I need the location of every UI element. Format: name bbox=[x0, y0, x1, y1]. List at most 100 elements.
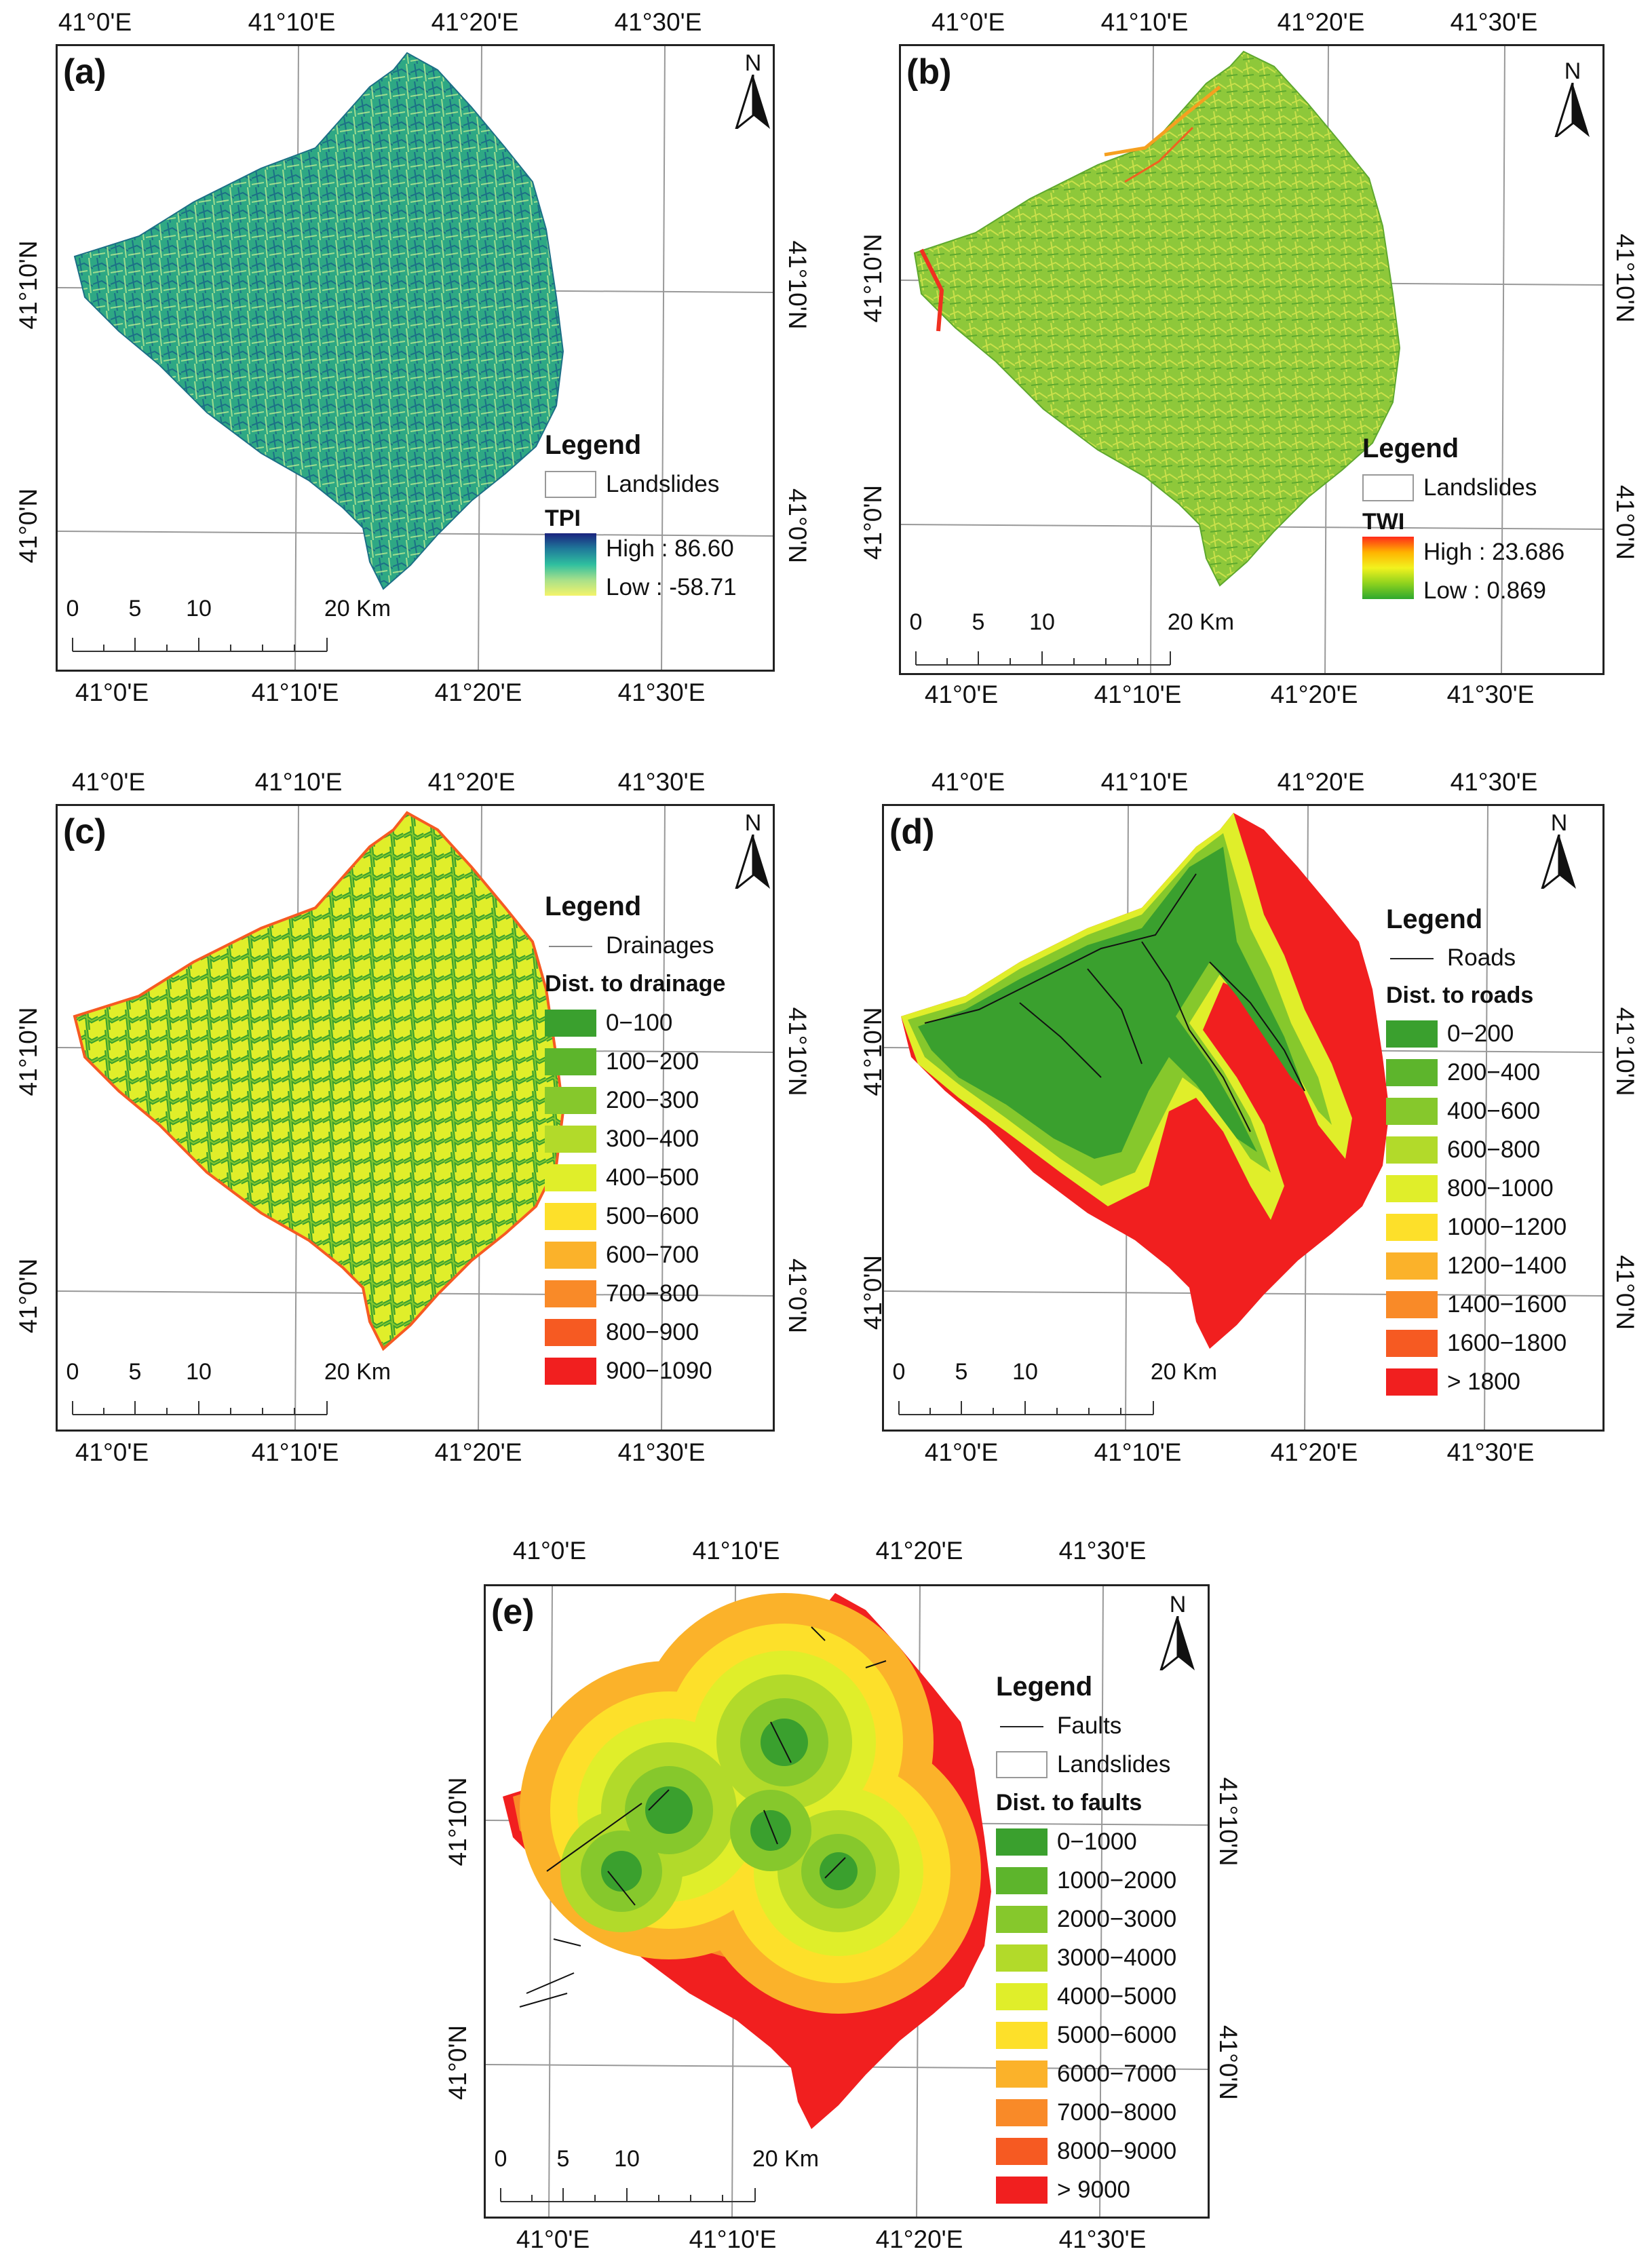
legend-class-title: Dist. to roads bbox=[1386, 982, 1534, 1008]
legend-class-label: 800−900 bbox=[606, 1319, 699, 1345]
lat-label-right: 41°10'N bbox=[1611, 1007, 1639, 1096]
lon-label-bottom: 41°30'E bbox=[617, 678, 706, 706]
lon-label-top: 41°10'E bbox=[1100, 768, 1189, 796]
lon-label-bottom: 41°20'E bbox=[1270, 1438, 1358, 1466]
north-arrow-icon bbox=[734, 74, 770, 132]
legend-class-label: 5000−6000 bbox=[1057, 2022, 1177, 2048]
north-arrow: N bbox=[1154, 1593, 1202, 1674]
scale-tick-label: 0 bbox=[892, 1359, 906, 1385]
legend-class-swatch bbox=[545, 1318, 596, 1346]
lon-label-top: 41°30'E bbox=[617, 768, 706, 796]
scale-tick-label: 0 bbox=[909, 609, 923, 635]
legend-class-row: 0−100 bbox=[545, 1003, 725, 1042]
lat-label-left: 41°10'N bbox=[444, 1777, 472, 1866]
lon-label-top: 41°30'E bbox=[614, 8, 702, 36]
legend-class-row: 0−200 bbox=[1386, 1014, 1567, 1053]
lat-label-right: 41°10'N bbox=[1214, 1777, 1242, 1866]
legend-class-label: 600−800 bbox=[1447, 1136, 1541, 1163]
map-frame: (c) N Legend Drainages Dist. to drainage… bbox=[56, 804, 775, 1432]
legend-class-label: 6000−7000 bbox=[1057, 2060, 1177, 2087]
legend-landslides: Landslides bbox=[606, 471, 720, 497]
lat-label-right: 41°10'N bbox=[784, 1007, 811, 1096]
legend-class-swatch bbox=[996, 2060, 1048, 2088]
lat-label-left: 41°10'N bbox=[14, 240, 42, 330]
legend-class-swatch bbox=[545, 1164, 596, 1191]
legend-class-row: 200−400 bbox=[1386, 1053, 1567, 1092]
class-list: 0−100 100−200 200−300 300−400 400−500 500−600… bbox=[545, 1003, 725, 1390]
legend-class-label: 100−200 bbox=[606, 1048, 699, 1075]
lat-label-left: 41°0'N bbox=[14, 488, 42, 564]
legend-class-row: 7000−8000 bbox=[996, 2093, 1176, 2132]
lon-label-top: 41°10'E bbox=[692, 1537, 780, 1565]
legend-class-label: > 1800 bbox=[1447, 1368, 1521, 1395]
lat-label-left: 41°0'N bbox=[444, 2025, 472, 2101]
legend-class-label: 500−600 bbox=[606, 1203, 699, 1229]
legend-class-label: 800−1000 bbox=[1447, 1175, 1554, 1202]
lon-label-bottom: 41°0'E bbox=[516, 2225, 590, 2253]
lon-label-bottom: 41°0'E bbox=[75, 1438, 149, 1466]
legend-layer-name: TWI bbox=[1362, 509, 1405, 535]
landslides-swatch bbox=[1362, 474, 1414, 501]
panel-d: 41°0'E 41°10'E 41°20'E 41°30'E 41°10'N 4… bbox=[826, 767, 1652, 1486]
legend-class-swatch bbox=[996, 1944, 1048, 1972]
legend-class-row: 8000−9000 bbox=[996, 2132, 1176, 2170]
legend-class-row: 5000−6000 bbox=[996, 2016, 1176, 2054]
legend-title: Legend bbox=[545, 892, 642, 921]
lon-label-top: 41°20'E bbox=[427, 768, 516, 796]
drainage-line-swatch bbox=[545, 932, 596, 959]
lon-label-bottom: 41°30'E bbox=[1058, 2225, 1147, 2253]
legend-class-row: 1600−1800 bbox=[1386, 1324, 1567, 1362]
legend-class-label: 1600−1800 bbox=[1447, 1330, 1567, 1356]
tpi-color-ramp bbox=[545, 533, 596, 596]
legend-class-row: 100−200 bbox=[545, 1042, 725, 1081]
landslides-swatch bbox=[545, 470, 596, 498]
scale-tick-label: 20 Km bbox=[324, 596, 391, 621]
legend-class-row: 800−1000 bbox=[1386, 1169, 1567, 1208]
legend-class-swatch bbox=[996, 1828, 1048, 1856]
lat-label-left: 41°0'N bbox=[14, 1258, 42, 1334]
scale-bar: 0 5 10 20 Km bbox=[66, 596, 391, 664]
legend-class-row: 6000−7000 bbox=[996, 2054, 1176, 2093]
north-label: N bbox=[744, 50, 762, 76]
legend-class-row: 1000−2000 bbox=[996, 1861, 1176, 1900]
scale-tick-label: 10 bbox=[1029, 609, 1055, 635]
legend-title: Legend bbox=[545, 430, 642, 460]
legend-class-row: 400−600 bbox=[1386, 1092, 1567, 1130]
legend-class-swatch bbox=[996, 1982, 1048, 2010]
legend-class-row: 700−800 bbox=[545, 1274, 725, 1313]
legend: Legend Roads Dist. to roads 0−200 200−400… bbox=[1386, 901, 1567, 1401]
lon-label-bottom: 41°10'E bbox=[1094, 680, 1182, 708]
legend-class-label: 1000−2000 bbox=[1057, 1867, 1177, 1894]
legend-class-swatch bbox=[1386, 1368, 1438, 1396]
legend-class-row: 500−600 bbox=[545, 1197, 725, 1235]
legend-class-label: 200−300 bbox=[606, 1087, 699, 1113]
lat-label-right: 41°0'N bbox=[1611, 1254, 1639, 1330]
legend-class-swatch bbox=[996, 2176, 1048, 2204]
twi-color-ramp bbox=[1362, 537, 1414, 599]
legend-class-label: 900−1090 bbox=[606, 1358, 712, 1384]
scale-tick-label: 10 bbox=[1012, 1359, 1038, 1385]
lon-label-top: 41°10'E bbox=[1100, 8, 1189, 36]
legend-low: Low : 0.869 bbox=[1423, 577, 1546, 604]
scale-tick-label: 10 bbox=[186, 596, 212, 621]
legend-class-swatch bbox=[1386, 1020, 1438, 1048]
legend-line-item: Faults bbox=[1057, 1712, 1122, 1739]
legend-class-swatch bbox=[996, 2137, 1048, 2165]
lon-label-top: 41°0'E bbox=[512, 1537, 587, 1565]
lon-label-bottom: 41°30'E bbox=[1446, 680, 1535, 708]
legend: Legend Faults Landslides Dist. to faults… bbox=[996, 1668, 1176, 2209]
legend-class-swatch bbox=[996, 1866, 1048, 1894]
legend-high: High : 86.60 bbox=[606, 535, 734, 562]
legend-class-swatch bbox=[545, 1048, 596, 1075]
twi-map bbox=[901, 46, 1602, 673]
lon-label-bottom: 41°10'E bbox=[1094, 1438, 1182, 1466]
legend-class-swatch bbox=[1386, 1058, 1438, 1086]
lon-label-top: 41°0'E bbox=[71, 768, 146, 796]
scale-bar: 0 5 10 20 Km bbox=[892, 1359, 1217, 1427]
legend-class-label: 0−1000 bbox=[1057, 1828, 1137, 1855]
legend-line-item: Roads bbox=[1447, 944, 1516, 971]
lat-label-left: 41°10'N bbox=[859, 233, 887, 323]
legend-class-swatch bbox=[996, 2021, 1048, 2049]
legend-class-label: 2000−3000 bbox=[1057, 1906, 1177, 1932]
scale-tick-label: 0 bbox=[66, 1359, 79, 1385]
